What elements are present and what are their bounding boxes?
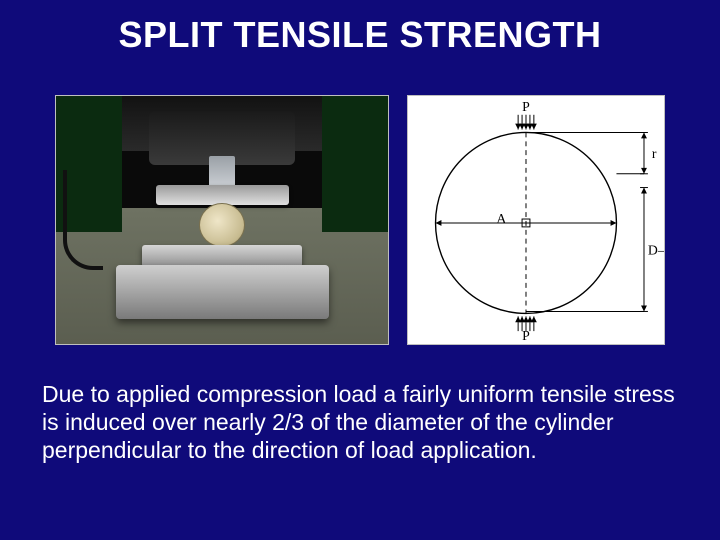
figure-row: APPrD–r xyxy=(55,95,665,345)
slide-body-text: Due to applied compression load a fairly… xyxy=(42,380,678,464)
photo-hose xyxy=(63,170,103,269)
photo-platen-bottom xyxy=(142,245,302,267)
svg-text:P: P xyxy=(523,99,531,114)
svg-text:r: r xyxy=(652,146,657,161)
svg-text:D–r: D–r xyxy=(648,242,664,257)
split-tensile-diagram: APPrD–r xyxy=(407,95,665,345)
slide-title: SPLIT TENSILE STRENGTH xyxy=(0,14,720,56)
photo-base xyxy=(116,265,329,320)
diagram-svg: APPrD–r xyxy=(408,96,664,344)
test-machine-photo xyxy=(55,95,389,345)
photo-frame-right xyxy=(322,96,388,232)
svg-text:A: A xyxy=(497,211,507,226)
